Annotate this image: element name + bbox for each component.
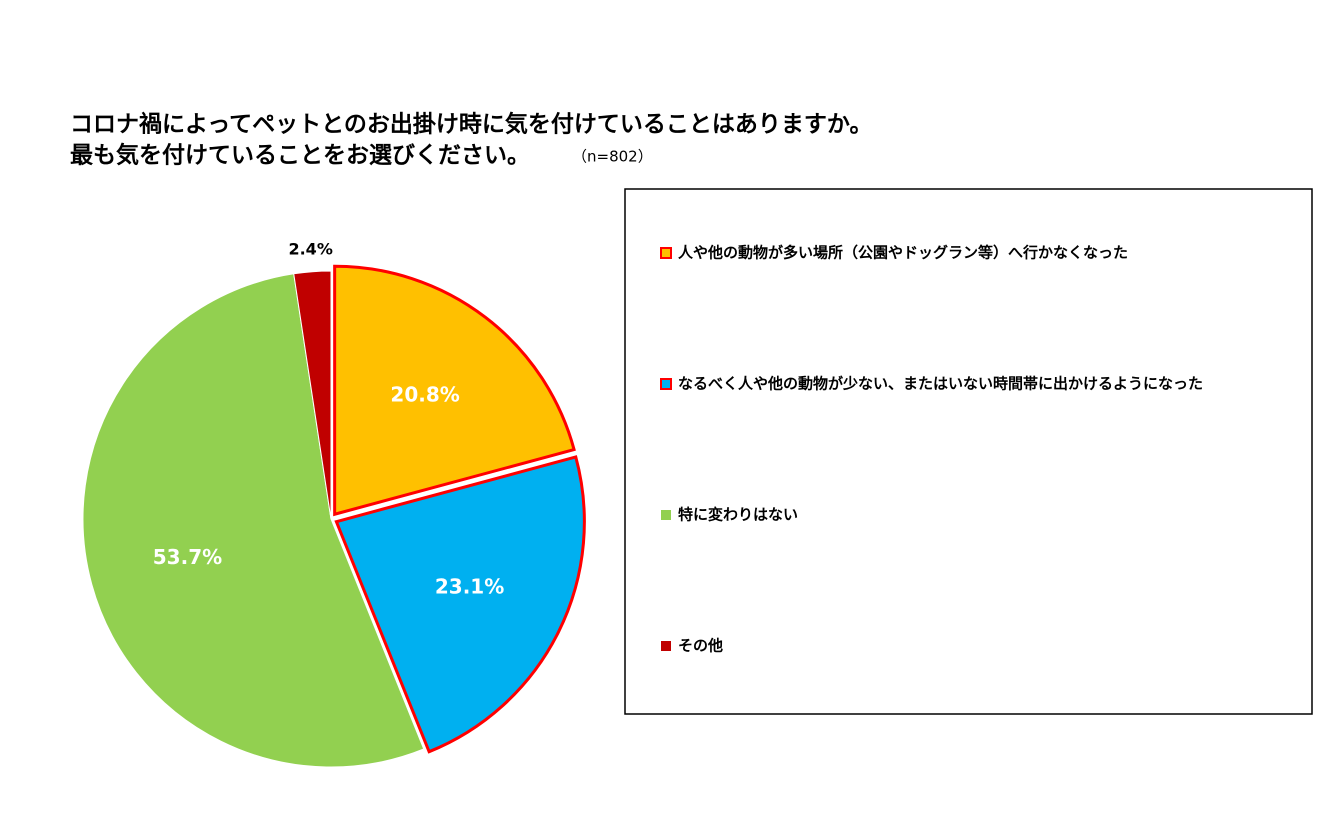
legend-marker (661, 510, 671, 520)
chart-title: コロナ禍によってペットとのお出掛け時に気を付けていることはありますか。 (70, 111, 872, 138)
data-label: 2.4% (288, 239, 332, 258)
data-label: 53.7% (153, 545, 222, 569)
legend-box (624, 188, 1313, 715)
pie-slice (82, 273, 425, 768)
chart-title: 最も気を付けていることをお選びください。 (70, 142, 530, 169)
legend-label: 特に変わりはない (678, 506, 798, 524)
chart-subtitle: （n=802） (572, 148, 653, 166)
legend-marker (661, 641, 671, 651)
legend-marker (660, 247, 672, 259)
data-label: 23.1% (435, 574, 504, 598)
pie-slice (293, 270, 332, 520)
data-label: 20.8% (390, 383, 459, 407)
legend-label: なるべく人や他の動物が少ない、またはいない時間帯に出かけるようになった (678, 375, 1203, 393)
legend-marker (660, 378, 672, 390)
legend-label: 人や他の動物が多い場所（公園やドッグラン等）へ行かなくなった (678, 244, 1128, 262)
pie-slice (333, 264, 576, 517)
legend-label: その他 (678, 637, 723, 655)
pie-slice (334, 455, 586, 754)
